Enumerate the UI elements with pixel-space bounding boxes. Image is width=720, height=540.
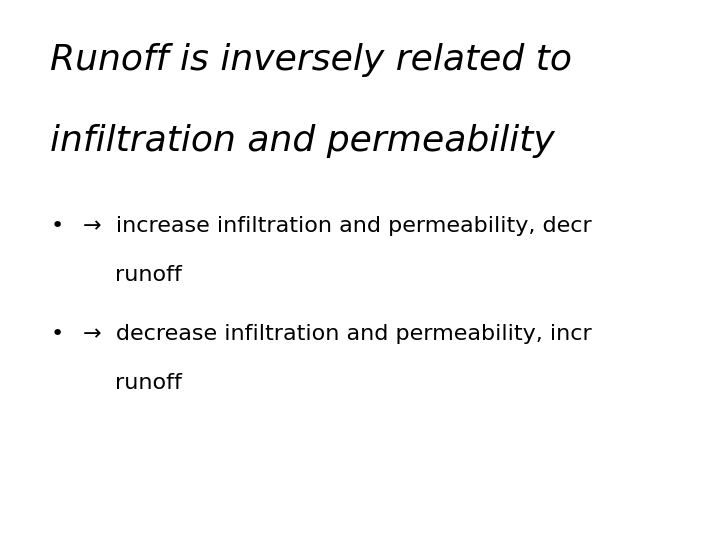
Text: →  increase infiltration and permeability, decr: → increase infiltration and permeability… [83,216,592,236]
Text: →  decrease infiltration and permeability, incr: → decrease infiltration and permeability… [83,324,592,344]
Text: Runoff is inversely related to: Runoff is inversely related to [50,43,572,77]
Text: •: • [50,216,63,236]
Text: •: • [50,324,63,344]
Text: runoff: runoff [115,265,182,285]
Text: infiltration and permeability: infiltration and permeability [50,124,555,158]
Text: runoff: runoff [115,373,182,393]
